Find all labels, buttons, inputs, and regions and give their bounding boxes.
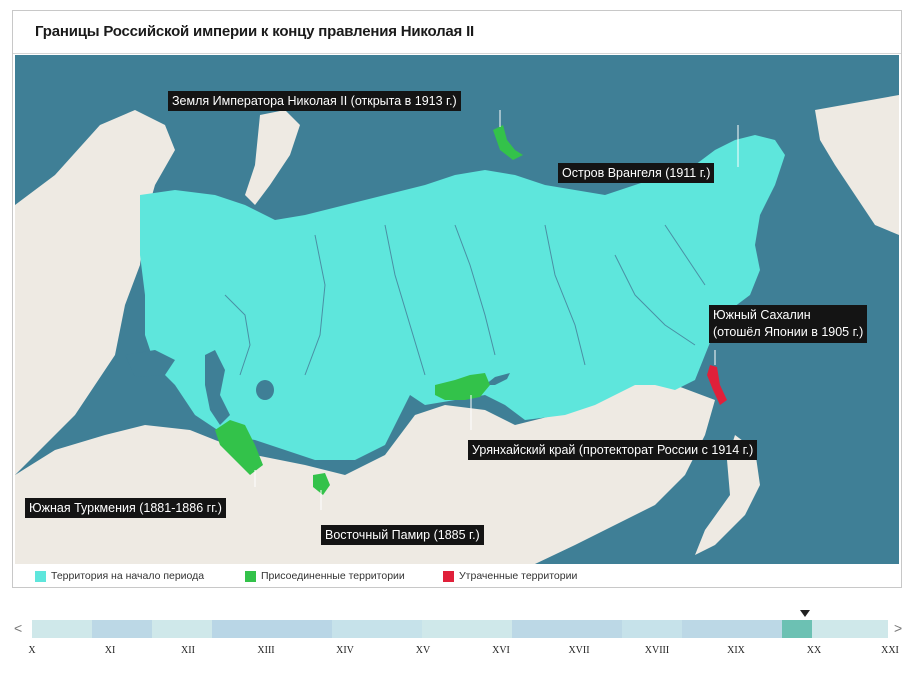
timeline-tick[interactable]: XXI	[881, 645, 899, 656]
label-leaders	[254, 110, 739, 510]
timeline-tick[interactable]: XII	[181, 645, 195, 656]
timeline-prev-button[interactable]: <	[14, 620, 23, 636]
page-title: Границы Российской империи к концу правл…	[35, 23, 475, 40]
legend-swatch-initial	[35, 570, 46, 582]
legend-swatch-lost	[443, 570, 454, 582]
rivers	[224, 224, 706, 376]
timeline-tick[interactable]: XVIII	[644, 645, 670, 656]
caspian-sea	[205, 350, 230, 425]
timeline-segment[interactable]	[422, 620, 512, 638]
legend-swatch-annexed	[245, 570, 256, 582]
annexed-pamir	[313, 473, 330, 495]
timeline-tick[interactable]: X	[28, 645, 36, 656]
timeline-tick[interactable]: XV	[415, 645, 431, 656]
legend-label-initial: Территория на начало периода	[51, 570, 205, 582]
title-bar: Границы Российской империи к концу правл…	[13, 11, 901, 54]
timeline-segment[interactable]	[152, 620, 212, 638]
timeline-tick[interactable]: XI	[104, 645, 116, 656]
annexed-turkmenia	[215, 420, 263, 475]
timeline-segment[interactable]	[332, 620, 422, 638]
legend-label-annexed: Присоединенные территории	[261, 570, 405, 582]
black-sea	[125, 350, 175, 377]
label-wrangel: Остров Врангеля (1911 г.)	[558, 163, 715, 183]
timeline-tick[interactable]: XVI	[492, 645, 510, 656]
century-timeline[interactable]: < > X XI XII XIII XIV XV XVI XVII XVIII …	[14, 610, 904, 670]
timeline-next-button[interactable]: >	[894, 620, 903, 636]
label-pamir: Восточный Памир (1885 г.)	[321, 525, 484, 545]
legend: Территория на начало периода Присоединен…	[13, 565, 901, 587]
alaska	[815, 95, 899, 235]
label-uryankhai: Урянхайский край (протекторат России с 1…	[468, 440, 758, 460]
label-sakhalin: Южный Сахалин (отошёл Японии в 1905 г.)	[709, 305, 868, 343]
label-sakhalin-line2: (отошёл Японии в 1905 г.)	[713, 325, 864, 339]
japan	[695, 435, 760, 555]
timeline-tick[interactable]: XIII	[257, 645, 275, 656]
annexed-uryankhai	[435, 373, 490, 400]
label-turkmenia: Южная Туркмения (1881-1886 гг.)	[25, 498, 226, 518]
timeline-segment[interactable]	[812, 620, 888, 638]
lake-baikal	[485, 373, 510, 385]
timeline-tick[interactable]: XVII	[568, 645, 590, 656]
timeline-position-marker[interactable]	[800, 610, 810, 617]
map-card: Границы Российской империи к концу правл…	[12, 10, 902, 588]
timeline-tick[interactable]: XIX	[727, 645, 745, 656]
timeline-segment[interactable]	[32, 620, 92, 638]
annexed-nicholas-land	[493, 125, 523, 160]
aral-sea	[256, 380, 274, 400]
map-area: Земля Императора Николая II (открыта в 1…	[15, 55, 899, 564]
timeline-segment[interactable]	[622, 620, 682, 638]
legend-item-annexed: Присоединенные территории	[245, 570, 405, 582]
label-sakhalin-line1: Южный Сахалин	[713, 308, 811, 322]
empire-territory	[140, 135, 785, 460]
legend-label-lost: Утраченные территории	[459, 570, 578, 582]
legend-item-lost: Утраченные территории	[443, 570, 577, 582]
timeline-tick[interactable]: XIV	[336, 645, 354, 656]
lost-sakhalin	[707, 365, 727, 405]
timeline-segment[interactable]	[512, 620, 622, 638]
timeline-segment-selected[interactable]	[782, 620, 812, 638]
timeline-segment[interactable]	[682, 620, 782, 638]
timeline-segment[interactable]	[92, 620, 152, 638]
legend-item-initial: Территория на начало периода	[35, 570, 204, 582]
novaya-zemlya	[245, 110, 300, 205]
europe-land	[15, 110, 175, 475]
label-nicholas-land: Земля Императора Николая II (открыта в 1…	[168, 91, 461, 111]
timeline-track[interactable]	[32, 620, 888, 638]
timeline-tick[interactable]: XX	[806, 645, 822, 656]
timeline-segment[interactable]	[212, 620, 332, 638]
